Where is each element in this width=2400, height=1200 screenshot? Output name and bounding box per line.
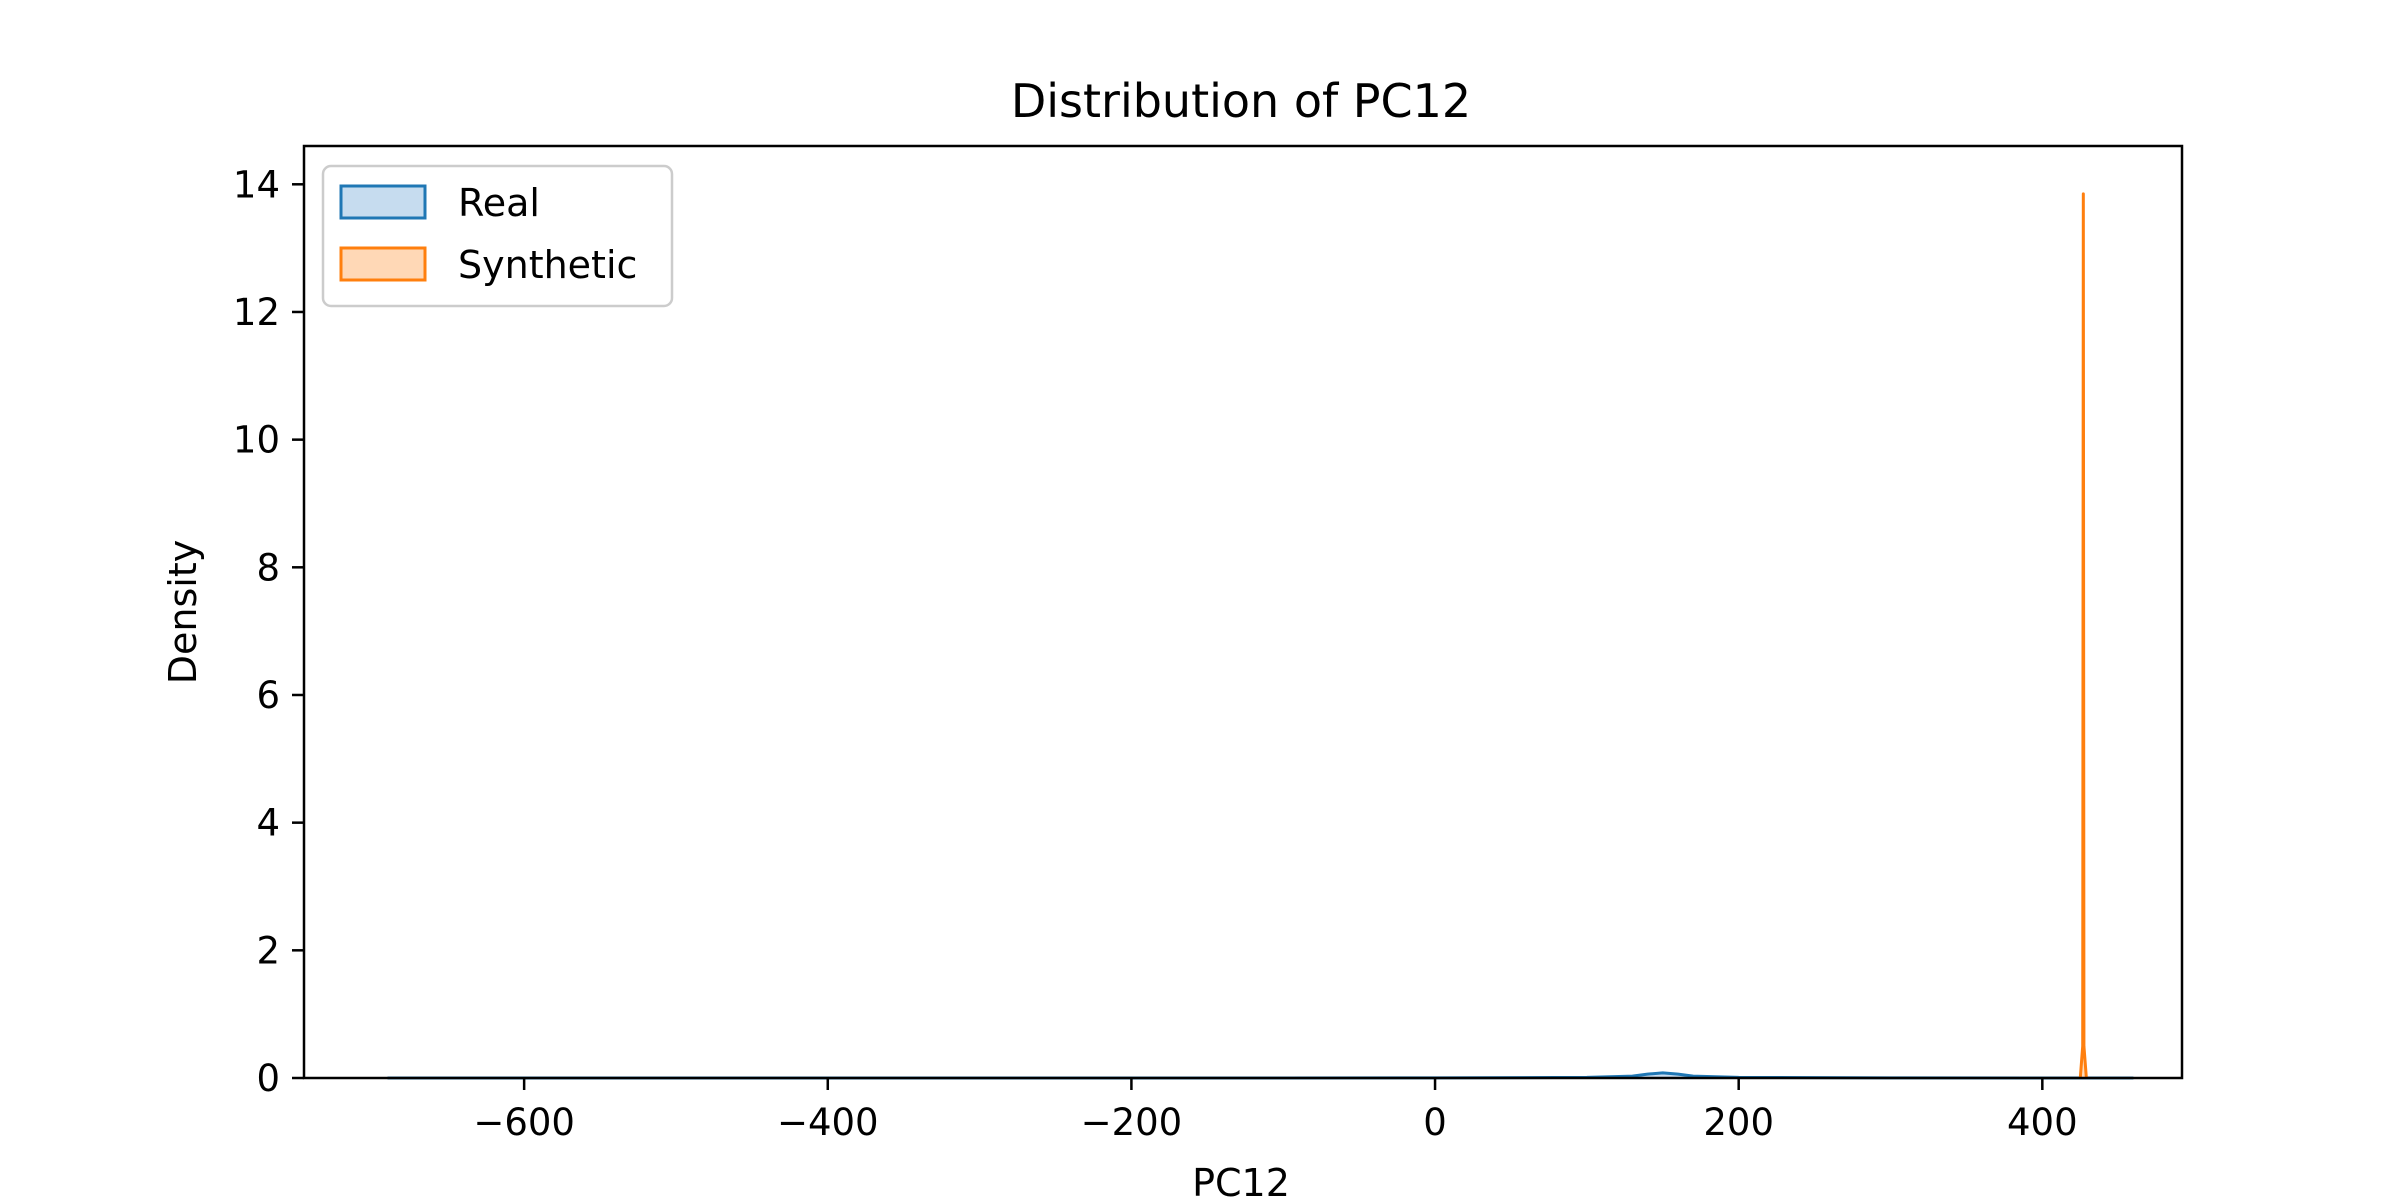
y-tick-label: 8 <box>256 546 280 589</box>
x-tick-label: 200 <box>1703 1101 1774 1144</box>
x-tick-label: −400 <box>777 1101 879 1144</box>
legend: Real Synthetic <box>321 164 674 308</box>
y-axis: 0 2 4 6 8 10 12 14 <box>233 163 304 1100</box>
y-tick-label: 12 <box>233 291 280 334</box>
x-tick-label: 0 <box>1423 1101 1447 1144</box>
y-tick-label: 4 <box>256 802 280 845</box>
legend-label-synthetic: Synthetic <box>458 243 637 287</box>
legend-swatch-real <box>339 184 427 220</box>
y-tick-label: 0 <box>256 1057 280 1100</box>
series-line-synthetic <box>2078 192 2088 1079</box>
y-axis-label: Density <box>161 540 205 684</box>
y-tick-label: 2 <box>256 929 280 972</box>
x-tick-label: −200 <box>1081 1101 1183 1144</box>
y-tick-label: 14 <box>233 163 280 206</box>
chart-title: Distribution of PC12 <box>1011 74 1471 128</box>
x-tick-label: −600 <box>473 1101 575 1144</box>
plot-frame <box>302 144 2184 1080</box>
legend-swatch-synthetic <box>339 246 427 282</box>
legend-label-real: Real <box>458 181 540 225</box>
x-tick-label: 400 <box>2007 1101 2078 1144</box>
x-axis: −600 −400 −200 0 200 400 <box>473 1078 2078 1144</box>
x-axis-label: PC12 <box>1192 1161 1290 1200</box>
y-tick-label: 6 <box>256 674 280 717</box>
y-tick-label: 10 <box>233 419 280 462</box>
